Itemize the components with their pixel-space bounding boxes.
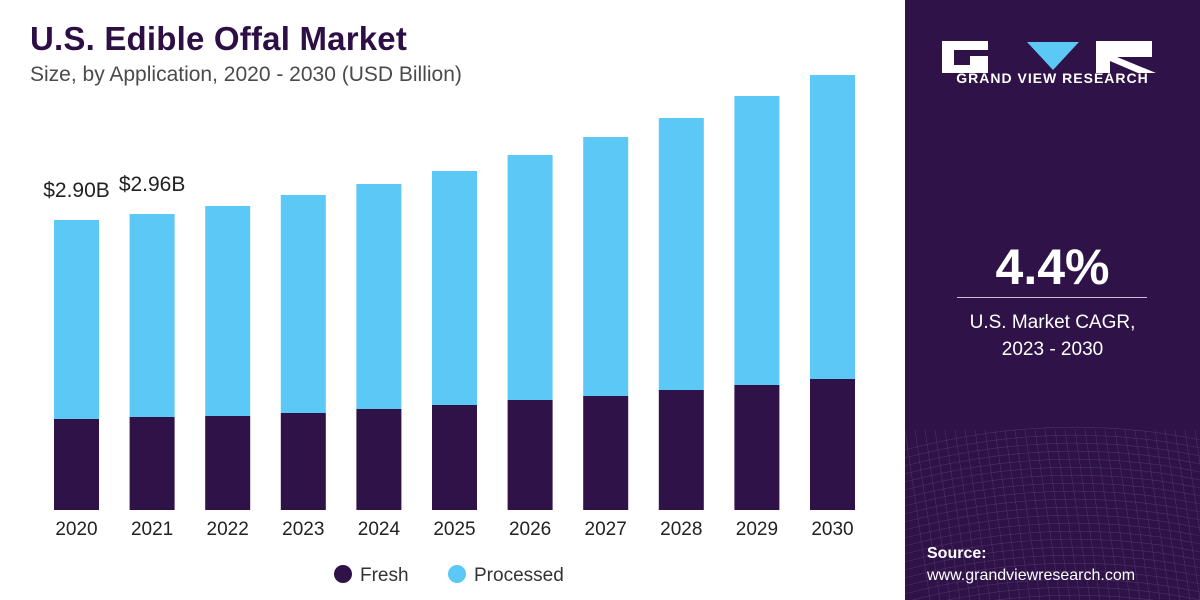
cagr-label-line1: U.S. Market CAGR, xyxy=(969,312,1136,333)
x-tick-label: 2024 xyxy=(358,519,401,540)
source-title: Source: xyxy=(927,545,987,562)
legend-swatch-processed xyxy=(448,565,466,583)
bar-fresh-2020 xyxy=(54,419,99,510)
bar-processed-2027 xyxy=(583,137,629,396)
x-tick-label: 2023 xyxy=(282,519,324,540)
data-label: $2.90B xyxy=(43,179,110,202)
chart-title: U.S. Edible Offal Market xyxy=(30,20,408,57)
brand-logo-icon xyxy=(942,41,1156,73)
bar-fresh-2024 xyxy=(356,409,402,510)
divider xyxy=(957,297,1147,298)
bar-fresh-2023 xyxy=(280,413,326,510)
stacked-bar-chart: 2020 2021 2022 2023 2024 2025 2026 2027 2028 2029… xyxy=(43,75,855,586)
cagr-value: 4.4% xyxy=(995,239,1110,295)
mesh-lines xyxy=(905,426,1200,600)
data-label: $2.96B xyxy=(119,173,186,196)
x-tick-label: 2025 xyxy=(433,519,475,540)
x-tick-label: 2020 xyxy=(55,519,97,540)
bar-fresh-2029 xyxy=(734,385,780,510)
cagr-label: U.S. Market CAGR, 2023 - 2030 xyxy=(905,309,1200,363)
brand-name: GRAND VIEW RESEARCH xyxy=(956,70,1149,86)
chart-panel: U.S. Edible Offal Market Size, by Applic… xyxy=(30,20,855,586)
legend-label-fresh: Fresh xyxy=(360,565,409,586)
x-tick-label: 2027 xyxy=(585,519,627,540)
info-panel: GRAND VIEW RESEARCH 4.4% U.S. Market CAG… xyxy=(905,0,1200,600)
bar-processed-2024 xyxy=(356,184,402,409)
legend-swatch-fresh xyxy=(334,565,352,583)
mesh-background-graphic xyxy=(905,426,1200,600)
bar-processed-2023 xyxy=(280,195,326,413)
source-link[interactable]: www.grandviewresearch.com xyxy=(927,567,1136,584)
bar-fresh-2030 xyxy=(810,379,855,510)
bar-processed-2025 xyxy=(432,171,477,405)
bar-fresh-2025 xyxy=(432,405,477,510)
bar-processed-2021 xyxy=(129,214,175,417)
bar-processed-2029 xyxy=(734,96,780,385)
cagr-label-line2: 2023 - 2030 xyxy=(1001,339,1104,360)
bar-fresh-2027 xyxy=(583,396,629,510)
x-tick-label: 2022 xyxy=(207,519,249,540)
bar-processed-2022 xyxy=(205,206,251,416)
legend-label-processed: Processed xyxy=(474,565,564,586)
bar-fresh-2026 xyxy=(507,400,553,510)
bar-fresh-2021 xyxy=(129,417,175,510)
x-tick-label: 2028 xyxy=(660,519,702,540)
x-tick-label: 2030 xyxy=(811,519,853,540)
bar-processed-2030 xyxy=(810,75,855,379)
x-tick-label: 2021 xyxy=(131,519,173,540)
bar-fresh-2028 xyxy=(658,390,704,510)
chart-subtitle: Size, by Application, 2020 - 2030 (USD B… xyxy=(30,63,462,86)
bar-fresh-2022 xyxy=(205,416,251,510)
x-tick-label: 2029 xyxy=(736,519,778,540)
bar-processed-2020 xyxy=(54,220,99,419)
x-tick-label: 2026 xyxy=(509,519,551,540)
bar-processed-2028 xyxy=(658,118,704,390)
bar-processed-2026 xyxy=(507,155,553,400)
